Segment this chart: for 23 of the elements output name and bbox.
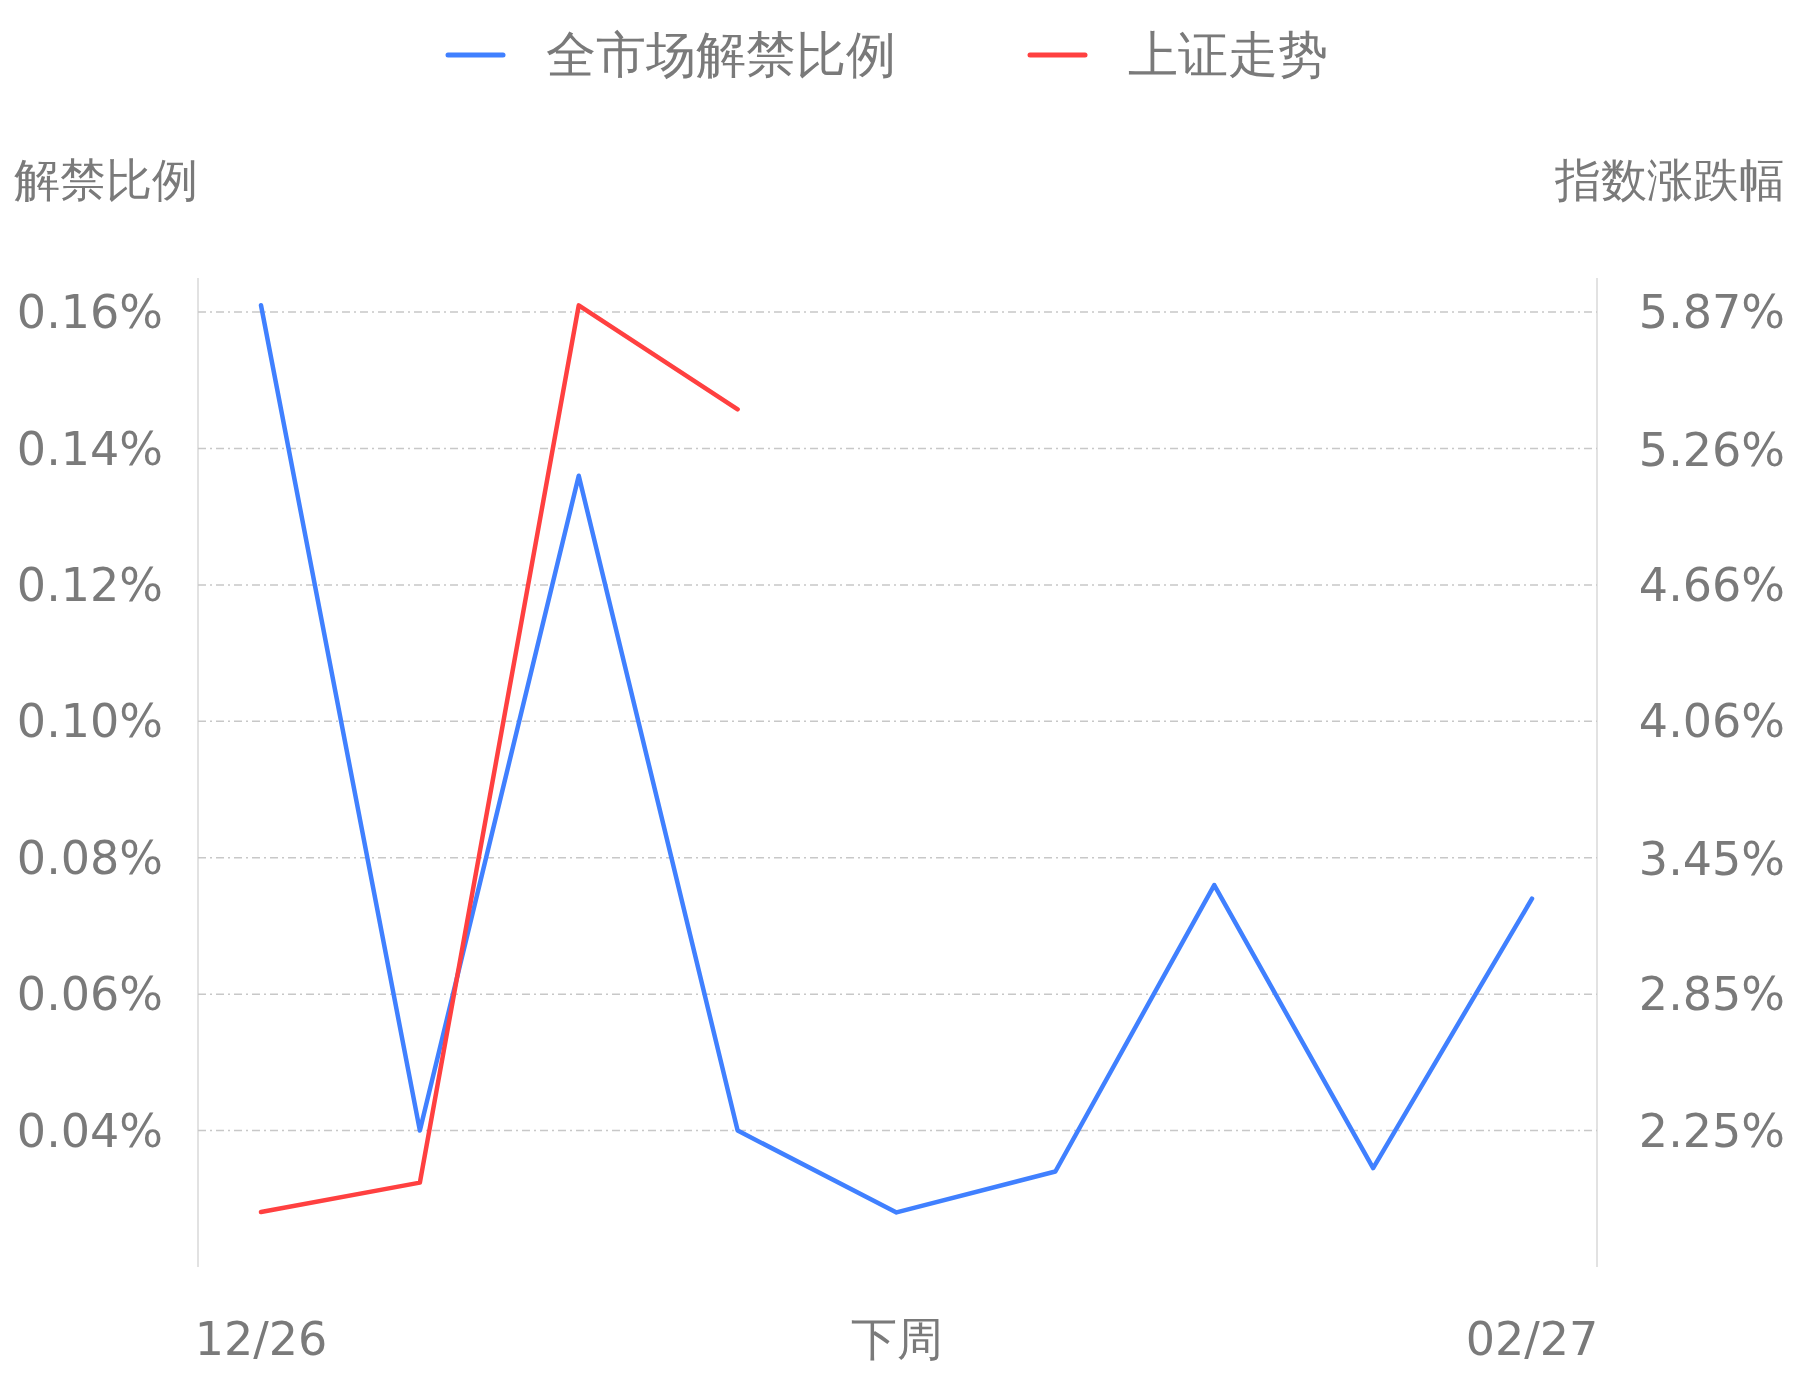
y2-tick-label: 2.85% [1638, 967, 1785, 1022]
line-series [258, 303, 1535, 1215]
legend-label: 上证走势 [1128, 26, 1328, 84]
y-tick-label: 0.16% [16, 285, 163, 340]
line-series [258, 303, 740, 1215]
y-tick-label: 0.14% [16, 421, 163, 476]
y2-tick-label: 4.06% [1638, 694, 1785, 749]
y2-tick-label: 2.25% [1638, 1103, 1785, 1158]
y-tick-label: 0.08% [16, 830, 163, 885]
legend-label: 全市场解禁比例 [546, 26, 896, 84]
y2-axis-title: 指数涨跌幅 [1554, 153, 1785, 207]
y-tick-label: 0.12% [16, 557, 163, 612]
y2-tick-label: 5.26% [1638, 423, 1785, 478]
y2-tick-label: 3.45% [1638, 832, 1785, 887]
y-tick-label: 0.10% [16, 694, 163, 749]
x-tick-label: 02/27 [1465, 1312, 1599, 1366]
y2-tick-label: 4.66% [1638, 557, 1785, 612]
y-tick-label: 0.06% [16, 967, 163, 1022]
x-tick-label: 12/26 [194, 1312, 328, 1366]
y2-tick-label: 5.87% [1638, 285, 1785, 340]
y-axis-title: 解禁比例 [14, 153, 198, 207]
y-tick-label: 0.04% [16, 1103, 163, 1158]
x-tick-label: 下周 [850, 1312, 943, 1366]
